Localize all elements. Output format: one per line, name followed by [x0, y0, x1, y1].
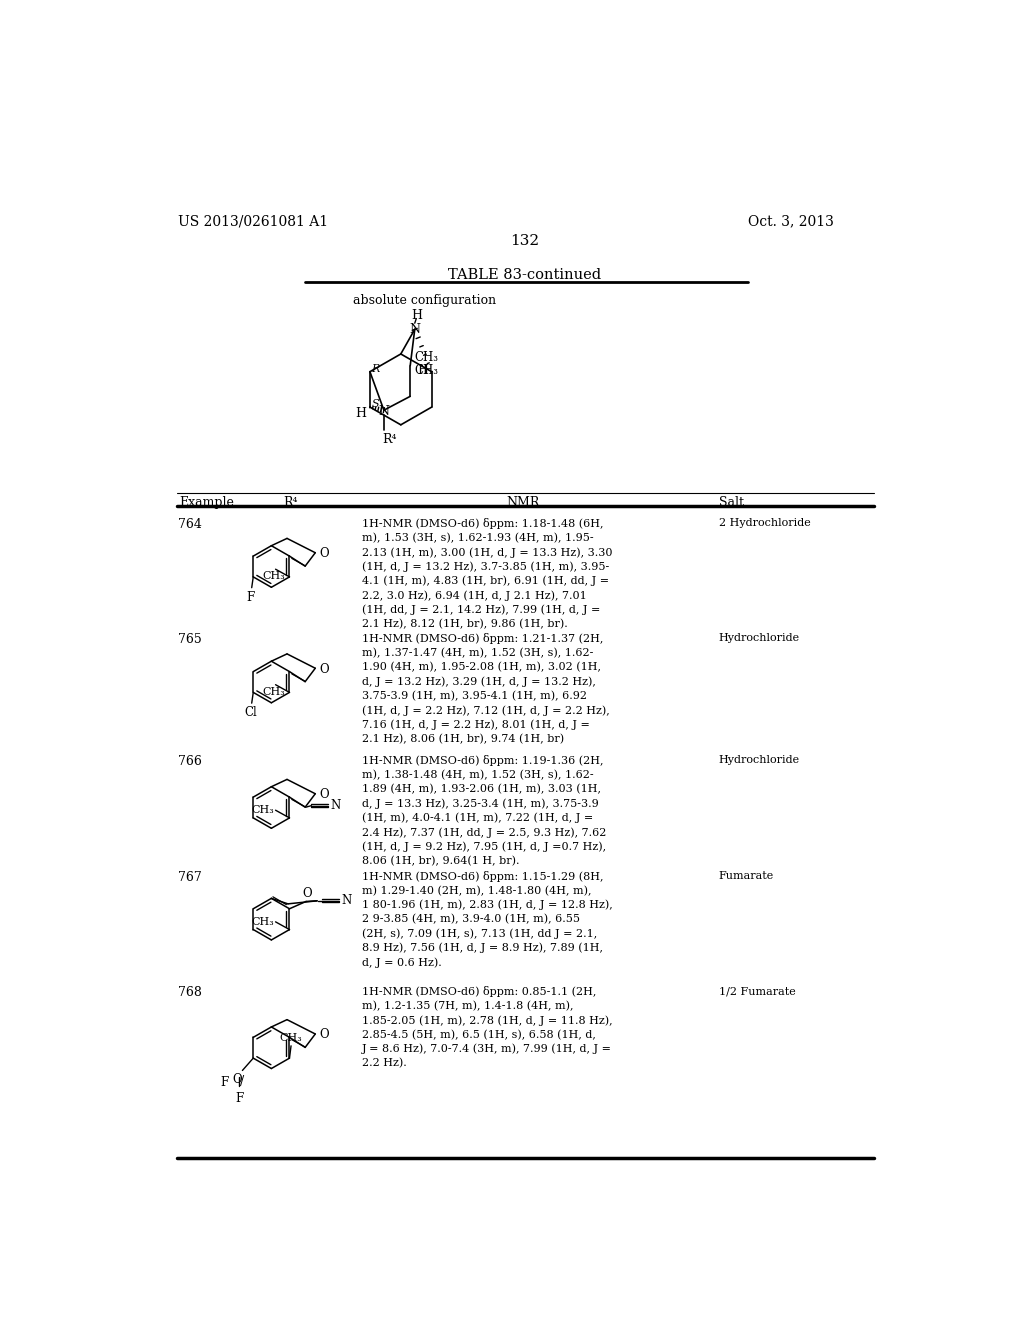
Text: O: O [232, 1073, 242, 1086]
Text: CH₃: CH₃ [251, 917, 274, 927]
Text: CH₃: CH₃ [251, 805, 274, 816]
Text: 1H-NMR (DMSO-d6) δppm: 1.15-1.29 (8H,
m) 1.29-1.40 (2H, m), 1.48-1.80 (4H, m),
1: 1H-NMR (DMSO-d6) δppm: 1.15-1.29 (8H, m)… [362, 871, 612, 968]
Text: Cl: Cl [245, 706, 257, 719]
Text: F: F [247, 591, 255, 603]
Text: Example: Example [179, 496, 234, 508]
Text: N: N [341, 895, 351, 907]
Text: H: H [417, 363, 428, 376]
Text: CH₃: CH₃ [262, 572, 285, 581]
Text: 1H-NMR (DMSO-d6) δppm: 1.19-1.36 (2H,
m), 1.38-1.48 (4H, m), 1.52 (3H, s), 1.62-: 1H-NMR (DMSO-d6) δppm: 1.19-1.36 (2H, m)… [362, 755, 606, 866]
Text: N: N [331, 799, 341, 812]
Text: Fumarate: Fumarate [719, 871, 774, 880]
Text: 1/2 Fumarate: 1/2 Fumarate [719, 986, 796, 997]
Text: F: F [220, 1076, 228, 1089]
Text: 2 Hydrochloride: 2 Hydrochloride [719, 517, 810, 528]
Text: Hydrochloride: Hydrochloride [719, 755, 800, 766]
Text: Salt: Salt [719, 496, 743, 508]
Text: Hydrochloride: Hydrochloride [719, 634, 800, 643]
Text: 1H-NMR (DMSO-d6) δppm: 1.21-1.37 (2H,
m), 1.37-1.47 (4H, m), 1.52 (3H, s), 1.62-: 1H-NMR (DMSO-d6) δppm: 1.21-1.37 (2H, m)… [362, 634, 610, 744]
Text: TABLE 83-continued: TABLE 83-continued [449, 268, 601, 281]
Text: O: O [319, 663, 329, 676]
Text: 132: 132 [510, 234, 540, 248]
Text: O: O [319, 788, 329, 801]
Text: 1H-NMR (DMSO-d6) δppm: 1.18-1.48 (6H,
m), 1.53 (3H, s), 1.62-1.93 (4H, m), 1.95-: 1H-NMR (DMSO-d6) δppm: 1.18-1.48 (6H, m)… [362, 517, 612, 630]
Text: 764: 764 [177, 517, 202, 531]
Text: CH₃: CH₃ [280, 1032, 302, 1043]
Text: CH₃: CH₃ [262, 686, 285, 697]
Text: H: H [411, 309, 422, 322]
Text: O: O [319, 1028, 329, 1041]
Text: 767: 767 [177, 871, 202, 883]
Text: S: S [372, 399, 379, 409]
Text: F: F [236, 1092, 244, 1105]
Text: 768: 768 [177, 986, 202, 999]
Text: N: N [410, 323, 420, 335]
Text: 765: 765 [177, 634, 202, 647]
Text: absolute configuration: absolute configuration [352, 294, 496, 308]
Text: O: O [302, 887, 311, 900]
Text: O: O [319, 546, 329, 560]
Text: CH₃: CH₃ [414, 363, 438, 376]
Text: R⁴: R⁴ [283, 496, 298, 508]
Text: H: H [355, 407, 367, 420]
Text: US 2013/0261081 A1: US 2013/0261081 A1 [177, 215, 328, 228]
Text: 766: 766 [177, 755, 202, 768]
Text: /: / [240, 1074, 244, 1088]
Text: CH₃: CH₃ [414, 351, 438, 364]
Text: N: N [379, 405, 389, 418]
Text: 1H-NMR (DMSO-d6) δppm: 0.85-1.1 (2H,
m), 1.2-1.35 (7H, m), 1.4-1.8 (4H, m),
1.85: 1H-NMR (DMSO-d6) δppm: 0.85-1.1 (2H, m),… [362, 986, 612, 1068]
Text: Oct. 3, 2013: Oct. 3, 2013 [748, 215, 834, 228]
Text: R⁴: R⁴ [382, 433, 397, 446]
Text: NMR: NMR [507, 496, 540, 508]
Text: R: R [372, 363, 380, 374]
